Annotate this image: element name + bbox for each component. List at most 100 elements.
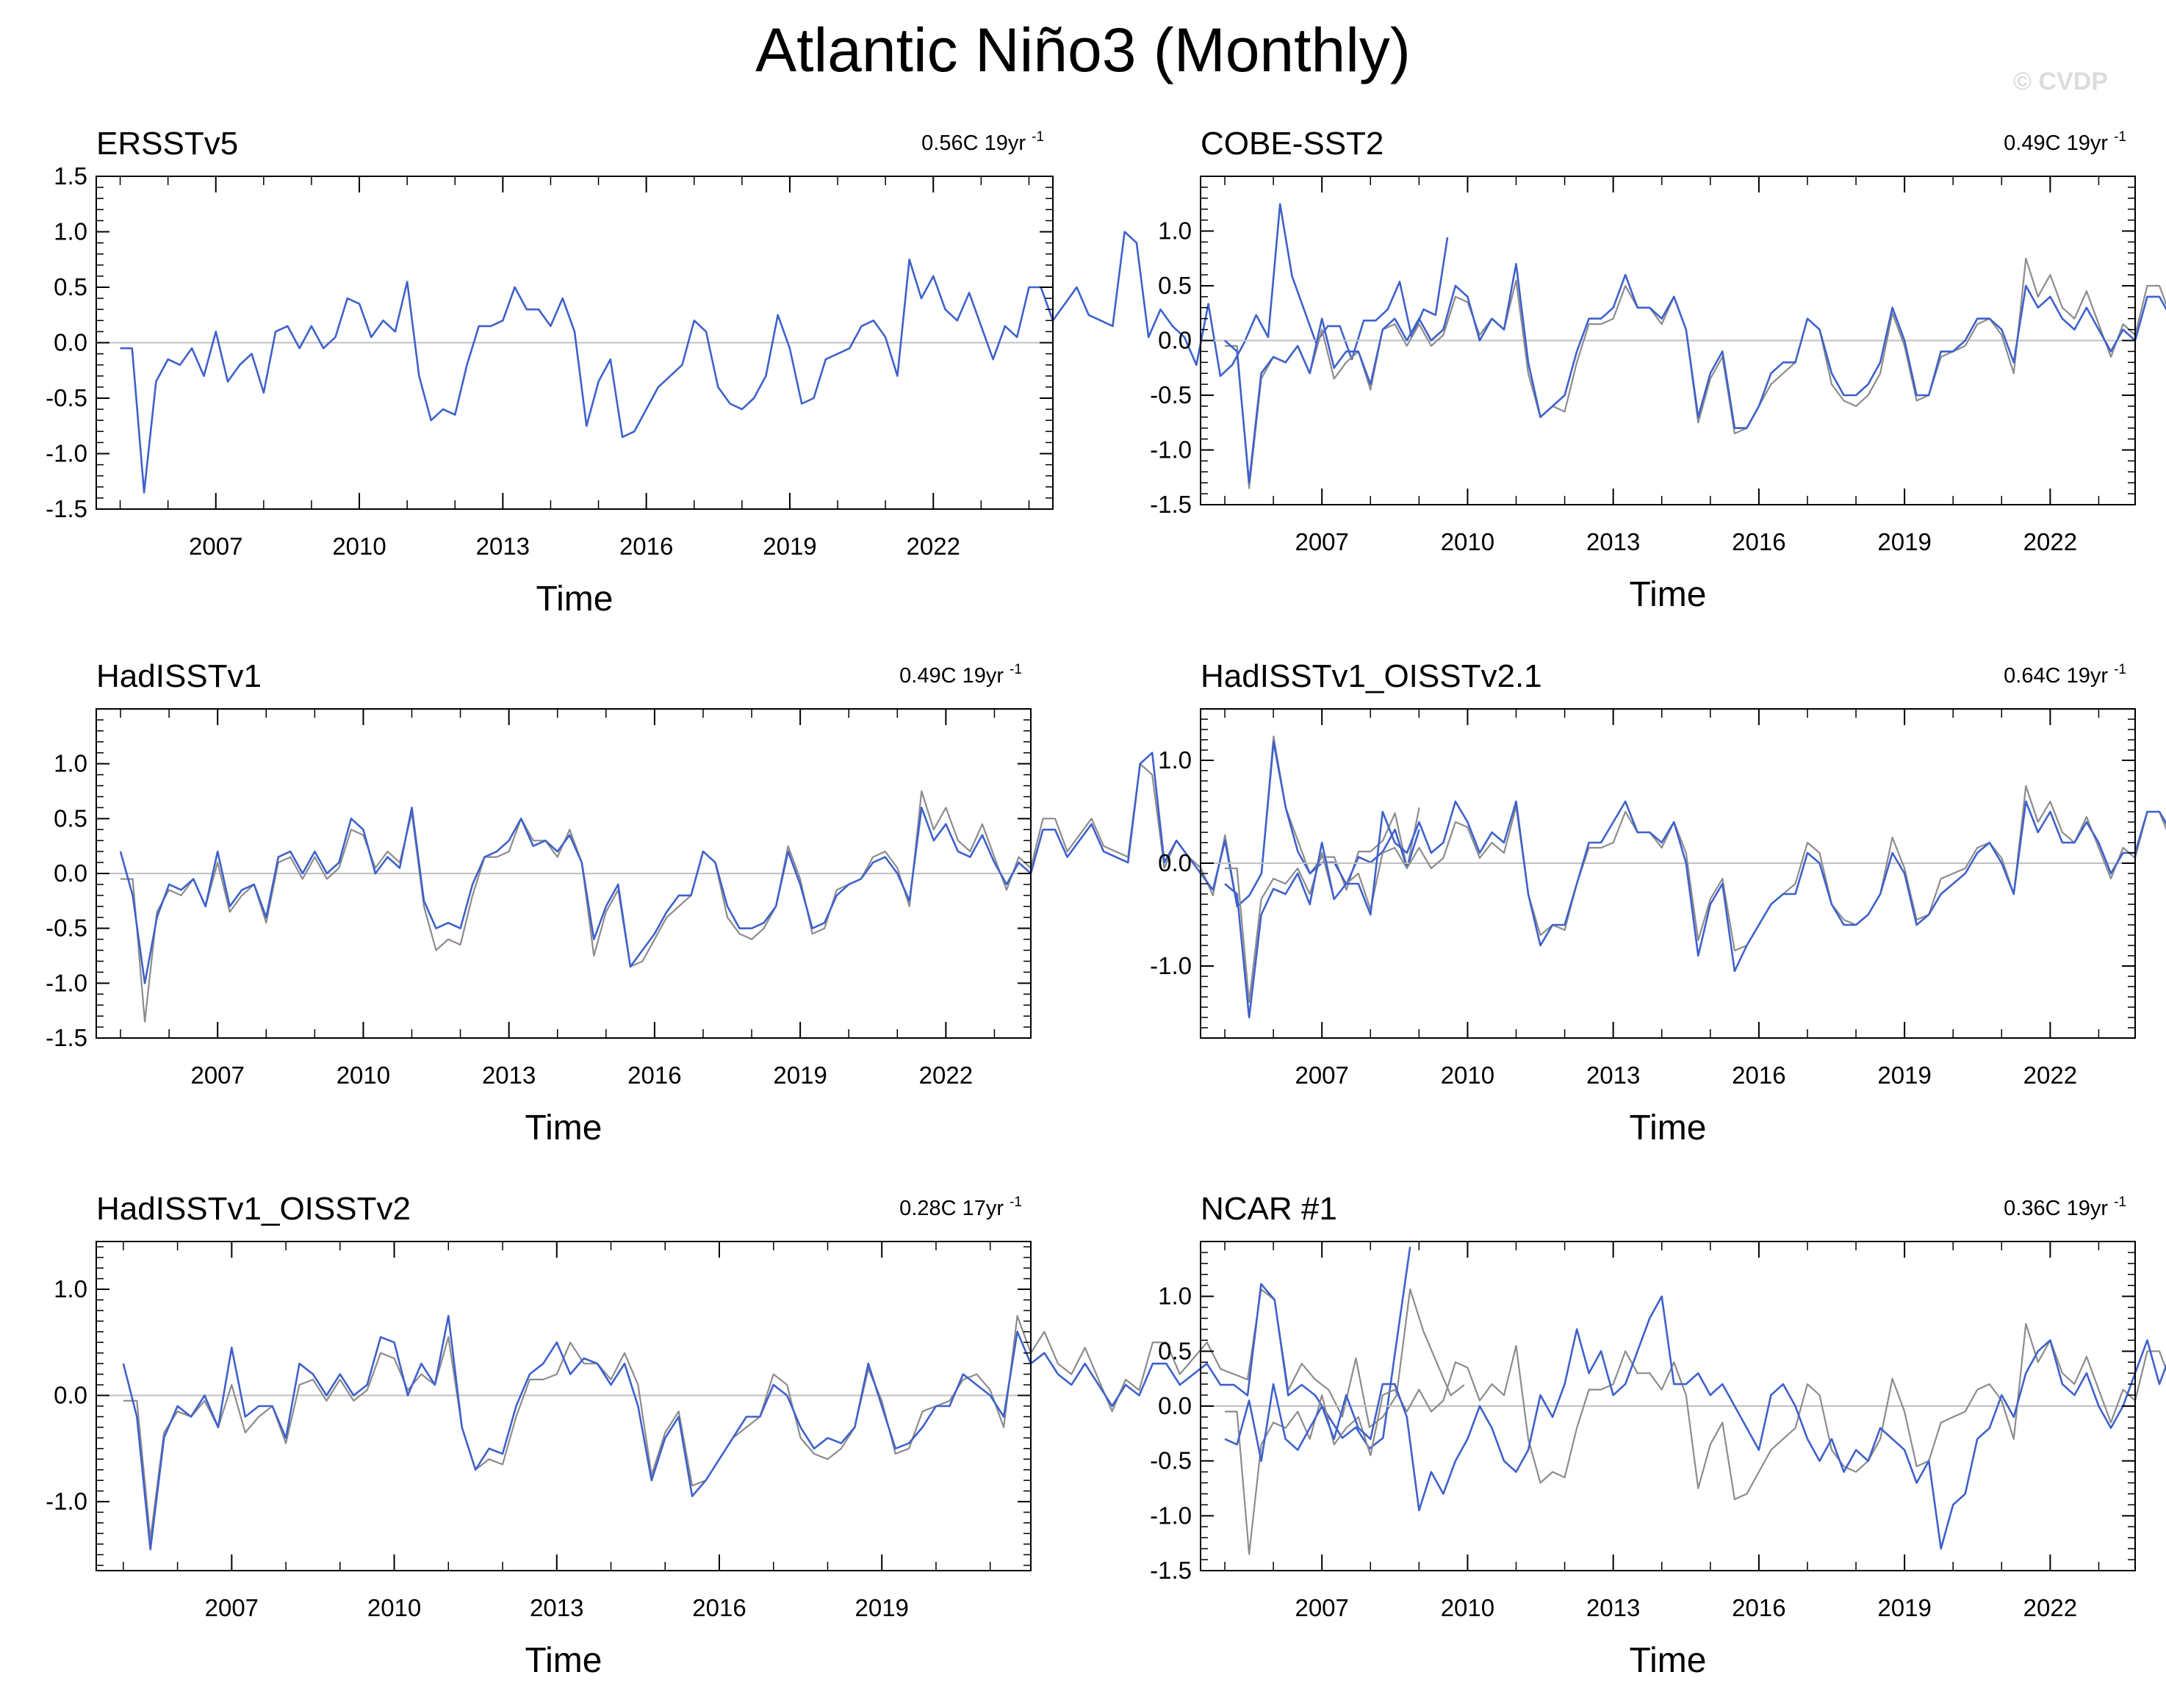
y-tick-label: 1.0 bbox=[1158, 217, 1192, 245]
y-tick-label: -1.0 bbox=[46, 969, 87, 996]
chart-panel-4: -1.0 0.0 1.0 2007 2010 2013 2016 2019 2022 Time Ha… bbox=[1150, 658, 2166, 1147]
y-tick-label: 0.0 bbox=[1158, 327, 1192, 354]
trend-stat: 0.49C 19yr -1 bbox=[2004, 129, 2126, 155]
y-tick-label: 0.0 bbox=[54, 860, 87, 887]
x-tick-label: 2013 bbox=[1586, 528, 1640, 555]
y-tick-label: -1.0 bbox=[1150, 952, 1192, 979]
model-series-line bbox=[120, 203, 1449, 494]
x-axis-label: Time bbox=[1630, 1641, 1707, 1680]
x-tick-label: 2013 bbox=[1586, 1594, 1640, 1621]
y-tick-label: 1.0 bbox=[54, 218, 87, 245]
model-series-line bbox=[1224, 1295, 2166, 1550]
model-series-line bbox=[122, 1247, 1411, 1551]
plot-frame bbox=[96, 1241, 1032, 1571]
y-tick-label: 1.0 bbox=[1158, 1283, 1192, 1310]
x-tick-label: 2022 bbox=[907, 533, 960, 560]
x-tick-label: 2010 bbox=[367, 1594, 421, 1621]
x-tick-label: 2022 bbox=[2023, 528, 2077, 555]
trend-stat: 0.28C 17yr -1 bbox=[899, 1194, 1022, 1220]
x-tick-label: 2016 bbox=[619, 533, 673, 560]
x-tick-label: 2013 bbox=[530, 1594, 583, 1621]
y-tick-label: 1.5 bbox=[54, 162, 87, 190]
y-tick-label: -0.5 bbox=[1150, 381, 1192, 408]
reference-series-line bbox=[1225, 257, 2166, 489]
y-tick-label: 0.5 bbox=[1158, 1337, 1192, 1364]
x-tick-label: 2007 bbox=[189, 533, 242, 560]
x-axis-label: Time bbox=[525, 1641, 602, 1680]
x-tick-label: 2007 bbox=[1295, 528, 1348, 555]
y-tick-label: -0.5 bbox=[1150, 1447, 1192, 1474]
x-axis-label: Time bbox=[525, 1109, 602, 1147]
x-tick-label: 2016 bbox=[1732, 1062, 1785, 1089]
x-tick-label: 2022 bbox=[2023, 1062, 2077, 1089]
reference-series-line bbox=[1225, 1322, 2166, 1555]
x-tick-label: 2010 bbox=[332, 533, 386, 560]
x-tick-label: 2016 bbox=[1732, 528, 1785, 555]
x-axis-label: Time bbox=[536, 580, 614, 619]
chart-panel-3: -1.5 -1.0 -0.5 0.0 0.5 1.0 2007 2010 2013 2016 201… bbox=[46, 658, 1420, 1147]
y-tick-label: 0.5 bbox=[1158, 272, 1192, 299]
model-series-line bbox=[1224, 800, 2166, 1019]
model-series-line bbox=[119, 741, 1420, 984]
x-axis-label: Time bbox=[1630, 575, 1707, 614]
panel-title: HadISSTv1 bbox=[96, 658, 262, 694]
trend-stat: 0.64C 19yr -1 bbox=[2004, 662, 2126, 688]
page-title: Atlantic Niño3 (Monthly) bbox=[755, 15, 1411, 84]
x-tick-label: 2007 bbox=[190, 1062, 244, 1089]
y-tick-label: 0.0 bbox=[1158, 849, 1192, 876]
x-tick-label: 2013 bbox=[476, 533, 530, 560]
x-axis-label: Time bbox=[1630, 1109, 1707, 1147]
y-tick-label: -1.5 bbox=[46, 495, 87, 522]
trend-stat: 0.56C 19yr -1 bbox=[921, 129, 1044, 155]
y-tick-label: -0.5 bbox=[46, 384, 87, 411]
x-tick-label: 2019 bbox=[1877, 1062, 1931, 1089]
reference-series-line bbox=[120, 735, 1420, 1023]
y-tick-label: -1.0 bbox=[1150, 1502, 1192, 1529]
x-tick-label: 2019 bbox=[1877, 1594, 1931, 1621]
y-tick-label: 1.0 bbox=[54, 750, 87, 777]
reference-series-line bbox=[123, 1288, 1465, 1540]
y-tick-label: -1.5 bbox=[46, 1024, 87, 1051]
x-tick-label: 2007 bbox=[205, 1594, 259, 1621]
x-tick-label: 2010 bbox=[1441, 528, 1494, 555]
panel-title: COBE-SST2 bbox=[1201, 126, 1384, 162]
x-tick-label: 2016 bbox=[1732, 1594, 1785, 1621]
panel-title: HadISSTv1_OISSTv2.1 bbox=[1201, 658, 1542, 694]
x-tick-label: 2022 bbox=[2023, 1594, 2077, 1621]
chart-panel-2: -1.5 -1.0 -0.5 0.0 0.5 1.0 2007 2010 2013 2016 201… bbox=[1150, 126, 2166, 614]
trend-stat: 0.49C 19yr -1 bbox=[899, 662, 1022, 688]
y-tick-label: -1.5 bbox=[1150, 1557, 1192, 1584]
cvdp-watermark: © CVDP bbox=[2013, 68, 2108, 96]
panel-title: ERSSTv5 bbox=[96, 126, 238, 162]
model-series-line bbox=[1224, 262, 2166, 484]
y-tick-label: 0.5 bbox=[54, 804, 87, 832]
y-tick-label: 1.0 bbox=[54, 1275, 87, 1302]
y-tick-label: 0.5 bbox=[54, 273, 87, 300]
chart-panel-6: -1.5 -1.0 -0.5 0.0 0.5 1.0 2007 2010 2013 2016 201… bbox=[1150, 1191, 2166, 1680]
x-tick-label: 2007 bbox=[1295, 1594, 1348, 1621]
panel-title: NCAR #1 bbox=[1201, 1191, 1337, 1227]
reference-series-line bbox=[1225, 785, 2166, 1003]
x-tick-label: 2019 bbox=[763, 533, 816, 560]
x-tick-label: 2007 bbox=[1295, 1062, 1348, 1089]
y-tick-label: 0.0 bbox=[54, 1382, 87, 1409]
x-tick-label: 2019 bbox=[773, 1062, 827, 1089]
chart-panel-1: -1.5 -1.0 -0.5 0.0 0.5 1.0 1.5 2007 2010 2013 2016… bbox=[46, 126, 1449, 619]
y-tick-label: 0.0 bbox=[1158, 1392, 1192, 1419]
y-tick-label: -1.0 bbox=[46, 440, 87, 467]
x-tick-label: 2022 bbox=[919, 1062, 973, 1089]
x-tick-label: 2010 bbox=[1441, 1594, 1494, 1621]
x-tick-label: 2016 bbox=[627, 1062, 681, 1089]
x-tick-label: 2019 bbox=[1877, 528, 1931, 555]
y-tick-label: -1.5 bbox=[1150, 491, 1192, 518]
y-tick-label: -0.5 bbox=[46, 915, 87, 942]
x-tick-label: 2010 bbox=[337, 1062, 390, 1089]
x-tick-label: 2019 bbox=[855, 1594, 909, 1621]
panel-title: HadISSTv1_OISSTv2 bbox=[96, 1191, 411, 1227]
x-tick-label: 2010 bbox=[1441, 1062, 1494, 1089]
y-tick-label: -1.0 bbox=[1150, 436, 1192, 464]
y-tick-label: 1.0 bbox=[1158, 746, 1192, 774]
trend-stat: 0.36C 19yr -1 bbox=[2004, 1194, 2126, 1220]
y-tick-label: -1.0 bbox=[46, 1488, 87, 1515]
